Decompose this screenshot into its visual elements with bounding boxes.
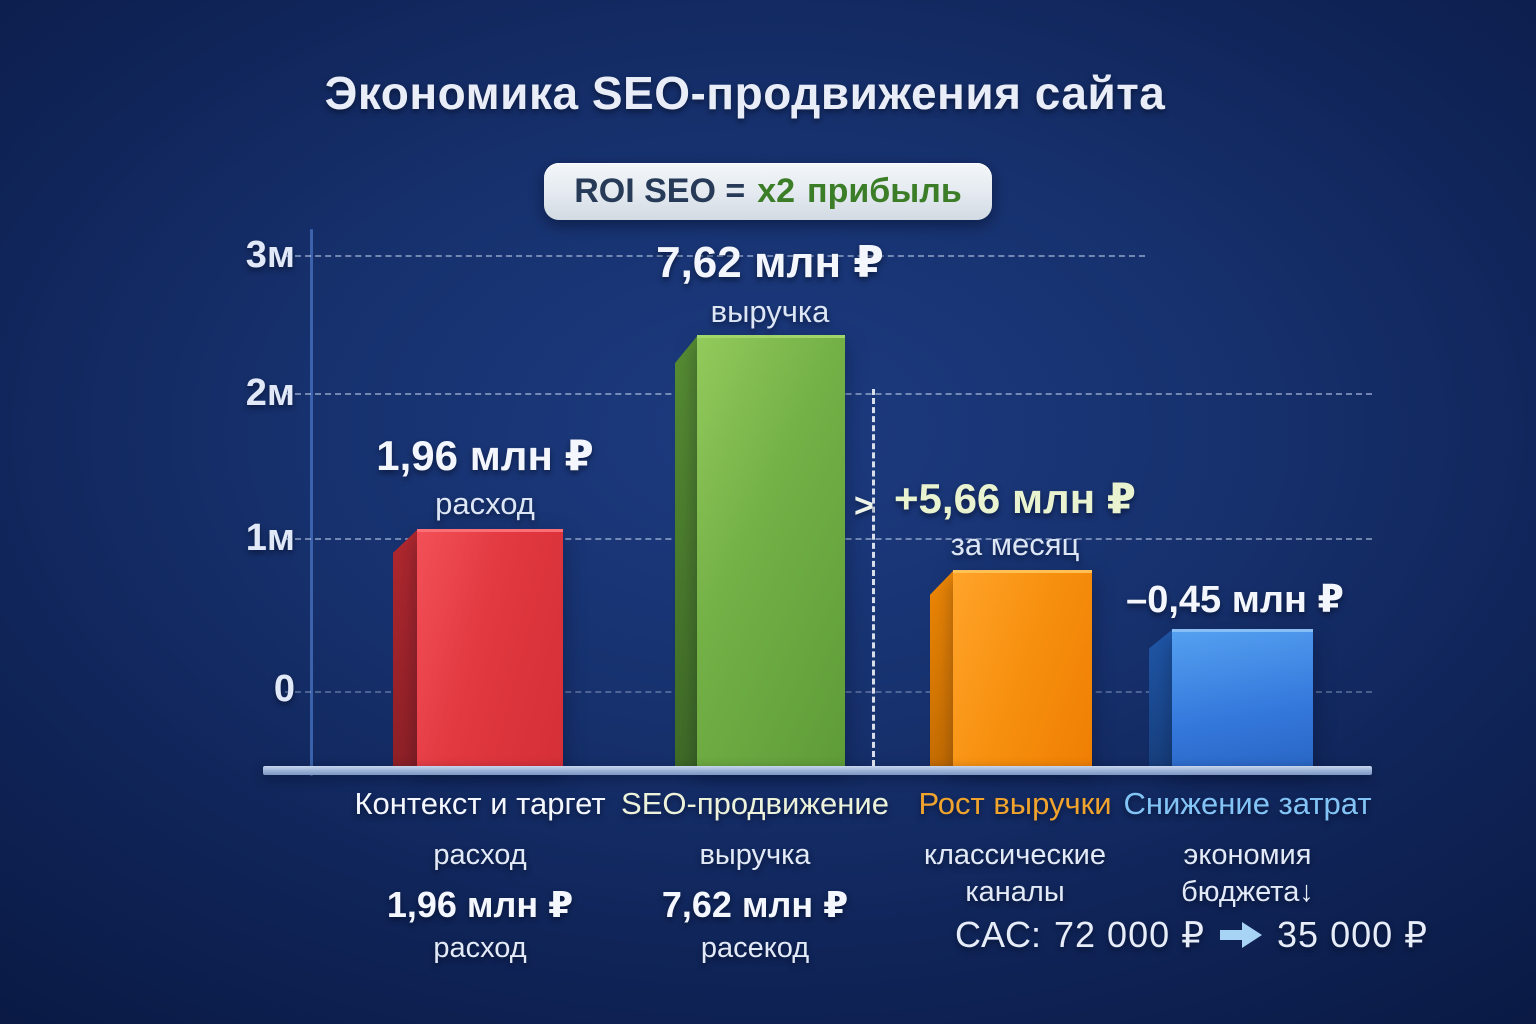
bar-cost-saving — [1149, 629, 1313, 768]
gridline-3m — [285, 255, 1145, 257]
y-tick-label-2m: 2м — [245, 372, 295, 414]
bar-revenue-growth-front — [953, 570, 1092, 768]
category-subline-2: каналы — [965, 876, 1065, 908]
category-role-repeat: расекод — [700, 932, 810, 964]
green-bar-sublabel: выручка — [710, 294, 830, 329]
bar-seo-front — [697, 335, 845, 768]
category-amount: 7,62 млн ₽ — [661, 884, 849, 925]
red-bar-value: 1,96 млн ₽ — [376, 432, 594, 479]
cac-summary: CAC: 72 000 ₽ 35 000 ₽ — [955, 914, 1428, 956]
page-title: Экономика SEO-продвижения сайта — [324, 67, 1166, 119]
cac-to-value: 35 000 ₽ — [1277, 914, 1429, 955]
roi-badge-suffix: прибыль — [807, 172, 962, 210]
y-tick-label-1m: 1м — [245, 517, 295, 559]
category-subline-1: экономия — [1183, 839, 1312, 871]
blue-bar-value-block: –0,45 млн ₽ — [1100, 577, 1370, 622]
growth-annotation-value: +5,66 млн ₽ — [894, 475, 1136, 522]
growth-annotation-sublabel: за месяц — [950, 527, 1080, 562]
roi-badge-row: ROI SEO = x2 прибыль — [0, 163, 1536, 220]
y-axis-line — [310, 229, 313, 776]
y-tick-label-3m: 3м — [245, 234, 295, 276]
category-title: Контекст и таргет — [354, 786, 606, 821]
category-title: SEO-продвижение — [621, 786, 889, 821]
green-bar-value: 7,62 млн ₽ — [656, 238, 884, 287]
category-amount: 1,96 млн ₽ — [386, 884, 574, 925]
cac-label: CAC: — [955, 914, 1042, 955]
chevron-right-icon: > — [854, 487, 874, 525]
category-role: выручка — [699, 839, 811, 871]
roi-badge-multiplier: x2 — [757, 172, 796, 210]
red-bar-value-block: 1,96 млн ₽ расход — [335, 431, 635, 522]
arrow-right-icon — [1218, 920, 1264, 950]
red-bar-sublabel: расход — [435, 486, 535, 521]
bar-seo — [675, 335, 845, 768]
category-column-saving: Снижение затрат экономия бюджета↓ — [1120, 786, 1375, 909]
bar-revenue-growth-side — [930, 570, 954, 768]
bar-cost-saving-side — [1149, 629, 1173, 768]
growth-annotation-block: +5,66 млн ₽ за месяц — [880, 474, 1150, 563]
category-subline-1: классические — [923, 839, 1106, 871]
category-role: расход — [433, 839, 527, 871]
green-bar-value-block: 7,62 млн ₽ выручка — [620, 237, 920, 330]
roi-badge-prefix: ROI SEO = — [574, 172, 746, 210]
category-subline-2: бюджета↓ — [1181, 876, 1314, 908]
category-role-repeat: расход — [433, 932, 527, 964]
category-title: Рост выручки — [918, 786, 1112, 821]
bar-cost-saving-front — [1172, 629, 1313, 768]
x-axis-baseline — [263, 766, 1372, 775]
blue-bar-value: –0,45 млн ₽ — [1126, 579, 1344, 621]
roi-badge: ROI SEO = x2 прибыль — [544, 163, 992, 220]
category-title: Снижение затрат — [1123, 786, 1372, 821]
category-column-seo: SEO-продвижение выручка 7,62 млн ₽ расек… — [610, 786, 900, 965]
bar-context-target — [393, 529, 563, 768]
y-tick-label-0: 0 — [273, 668, 295, 710]
cac-from-value: 72 000 ₽ — [1054, 914, 1206, 955]
category-column-growth: Рост выручки классические каналы — [880, 786, 1150, 909]
category-column-context: Контекст и таргет расход 1,96 млн ₽ расх… — [330, 786, 630, 965]
dashed-divider-line — [872, 389, 875, 766]
bar-revenue-growth — [930, 570, 1092, 768]
bar-context-target-side — [393, 529, 418, 768]
bar-seo-side — [675, 335, 698, 768]
bar-context-target-front — [417, 529, 563, 768]
